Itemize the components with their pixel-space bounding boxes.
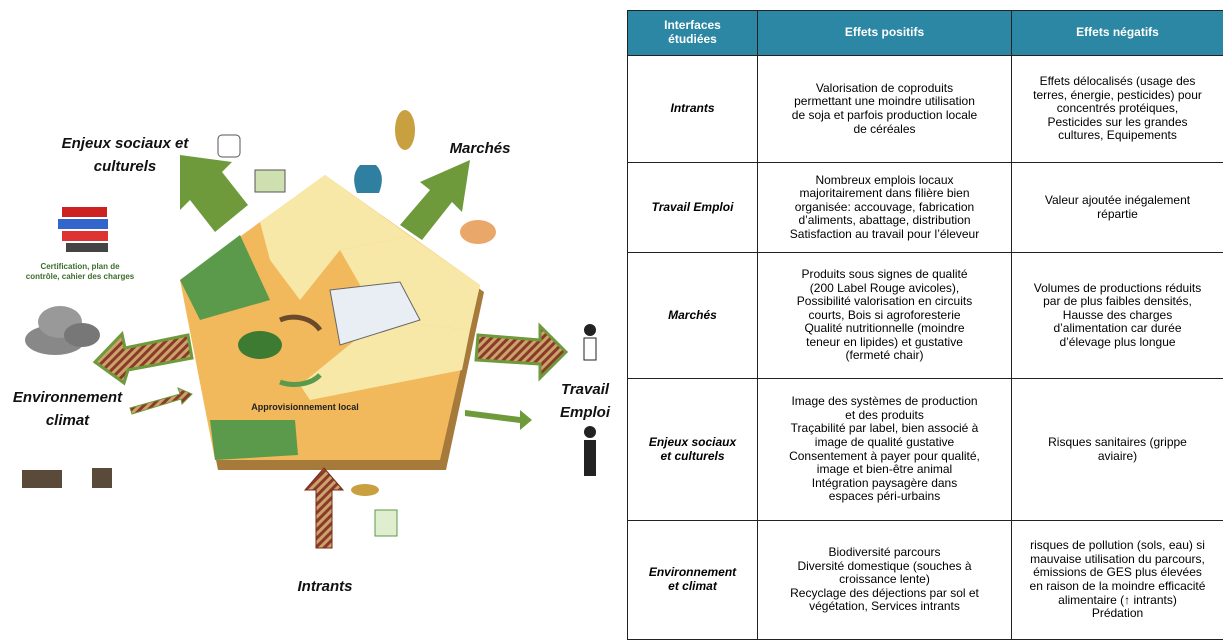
row-header: Marchés	[628, 253, 758, 379]
label-work: Travail Emploi	[550, 378, 620, 424]
row-header: Environnement et climat	[628, 521, 758, 640]
cell: risques de pollution (sols, eau) si mauv…	[1012, 521, 1223, 640]
icon-plant	[92, 468, 112, 488]
icon-person	[584, 324, 596, 360]
header-cell: Effets négatifs	[1012, 11, 1223, 56]
icon-farmer	[584, 426, 596, 476]
plot-green	[210, 420, 298, 460]
row-header: Enjeux sociaux et culturels	[628, 379, 758, 521]
arrow	[476, 326, 566, 378]
cell: Volumes de productions réduits par de pl…	[1012, 253, 1223, 379]
icon-sack	[375, 510, 397, 536]
cell: Effets délocalisés (usage des terres, én…	[1012, 56, 1223, 163]
arrow	[305, 468, 343, 548]
icon-soil	[22, 470, 62, 488]
cell: Risques sanitaires (grippe aviaire)	[1012, 379, 1223, 521]
header-cell: Effets positifs	[758, 11, 1012, 56]
chicken	[238, 331, 282, 359]
arrow	[400, 160, 470, 240]
arrow	[95, 334, 192, 383]
icon-grain	[351, 484, 379, 496]
label-local-supply: Approvisionnement local	[235, 402, 375, 412]
header-cell: Interfaces étudiées	[628, 11, 758, 56]
icon-cloud	[25, 306, 100, 355]
row-header: Intrants	[628, 56, 758, 163]
label-markets: Marchés	[430, 137, 530, 160]
arrow	[130, 388, 192, 414]
diagram	[0, 0, 620, 639]
cell: Nombreux emplois locaux majoritairement …	[758, 163, 1012, 253]
cell: Biodiversité parcours Diversité domestiq…	[758, 521, 1012, 640]
cell: Produits sous signes de qualité (200 Lab…	[758, 253, 1012, 379]
icon-chicken	[460, 220, 496, 244]
icon-chef	[218, 135, 240, 157]
row-header: Travail Emploi	[628, 163, 758, 253]
icon-label	[395, 110, 415, 150]
icon-money	[354, 165, 382, 193]
cell: Image des systèmes de production et des …	[758, 379, 1012, 521]
icon-books	[58, 207, 108, 252]
cell: Valorisation de coproduits permettant un…	[758, 56, 1012, 163]
arrow	[465, 410, 532, 430]
label-social: Enjeux sociaux et culturels	[50, 132, 200, 178]
icon-landscape	[255, 170, 285, 192]
label-certification: Certification, plan de contrôle, cahier …	[5, 262, 155, 282]
label-environment: Environnement climat	[0, 386, 135, 432]
label-inputs: Intrants	[270, 575, 380, 598]
cell: Valeur ajoutée inégalement répartie	[1012, 163, 1223, 253]
